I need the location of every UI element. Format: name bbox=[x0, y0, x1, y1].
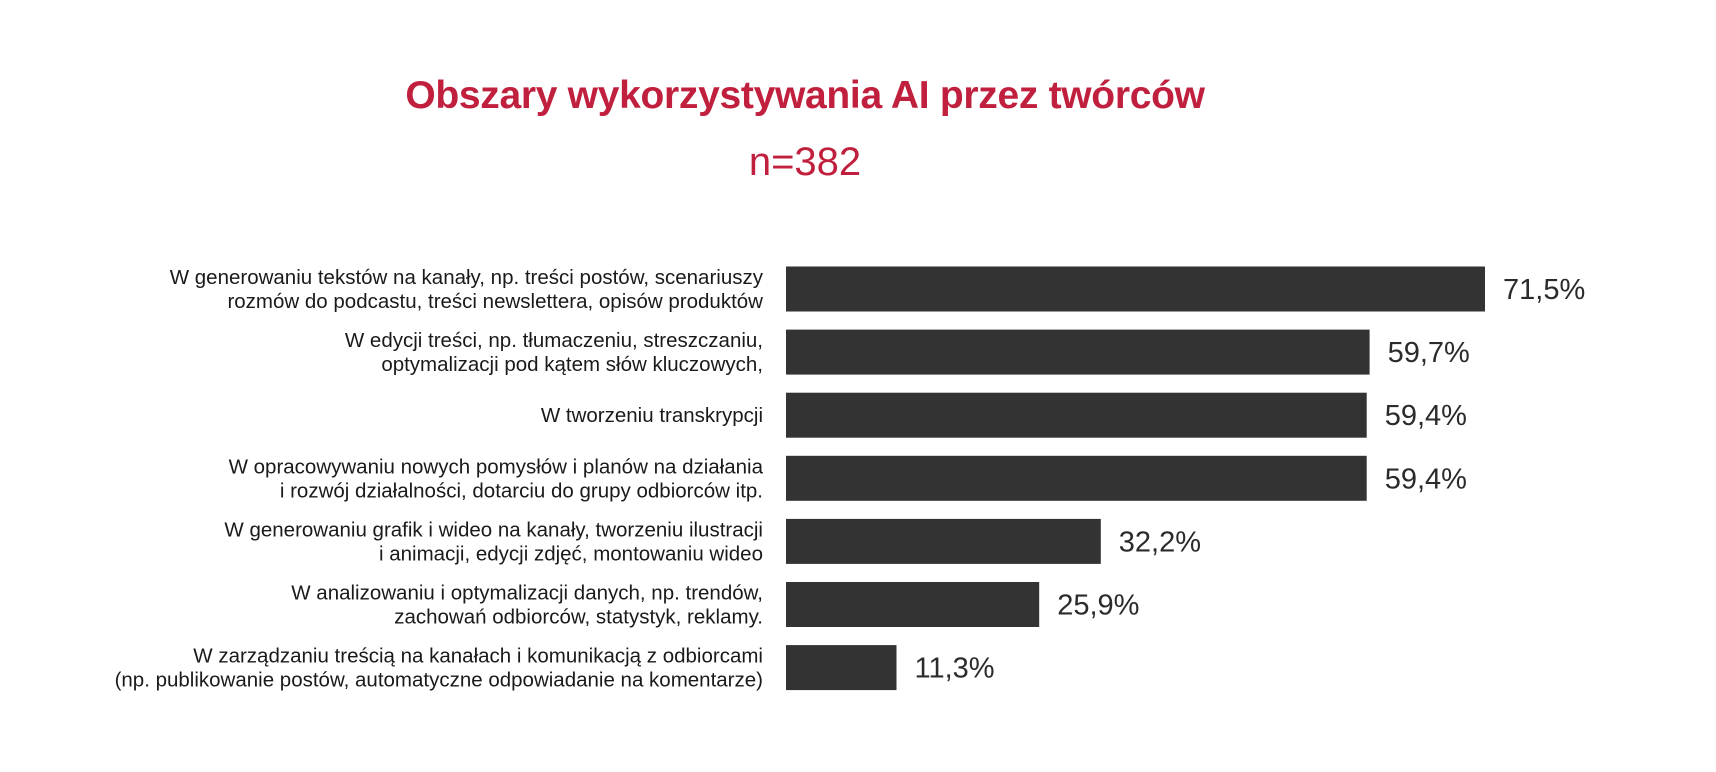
bar-6 bbox=[786, 645, 897, 691]
bar-value-label-3: 59,4% bbox=[1385, 463, 1467, 495]
bar-1 bbox=[786, 329, 1370, 375]
category-label-3-line-1: i rozwój działalności, dotarciu do grupy… bbox=[280, 479, 763, 502]
category-label-0-line-1: rozmów do podcastu, treści newslettera, … bbox=[227, 290, 763, 313]
bar-2 bbox=[786, 392, 1367, 438]
bar-value-label-0: 71,5% bbox=[1503, 274, 1585, 306]
category-label-1-line-0: W edycji treści, np. tłumaczeniu, stresz… bbox=[345, 329, 763, 352]
bar-value-label-5: 25,9% bbox=[1057, 590, 1139, 622]
category-label-3-line-0: W opracowywaniu nowych pomysłów i planów… bbox=[229, 455, 764, 478]
bar-value-label-2: 59,4% bbox=[1385, 400, 1467, 432]
category-label-5-line-0: W analizowaniu i optymalizacji danych, n… bbox=[291, 582, 763, 605]
category-label-0-line-0: W generowaniu tekstów na kanały, np. tre… bbox=[170, 266, 764, 289]
chart-subtitle: n=382 bbox=[748, 140, 862, 184]
category-label-4-line-0: W generowaniu grafik i wideo na kanały, … bbox=[224, 518, 763, 541]
category-label-4-line-1: i animacji, edycji zdjęć, montowaniu wid… bbox=[379, 542, 763, 565]
bar-value-label-6: 11,3% bbox=[915, 653, 995, 685]
bar-value-label-1: 59,7% bbox=[1388, 337, 1470, 369]
chart-title: Obszary wykorzystywania AI przez twórców bbox=[405, 74, 1205, 117]
bar-value-label-4: 32,2% bbox=[1119, 526, 1201, 558]
category-label-6-line-0: W zarządzaniu treścią na kanałach i komu… bbox=[193, 645, 763, 668]
category-label-1-line-1: optymalizacji pod kątem słów kluczowych, bbox=[381, 353, 763, 376]
bar-0 bbox=[786, 266, 1485, 312]
category-label-5-line-1: zachowań odbiorców, statystyk, reklamy. bbox=[394, 606, 763, 629]
category-label-6-line-1: (np. publikowanie postów, automatyczne o… bbox=[115, 669, 763, 692]
category-label-2-line-0: W tworzeniu transkrypcji bbox=[541, 404, 763, 427]
bar-3 bbox=[786, 455, 1367, 501]
bar-5 bbox=[786, 582, 1040, 627]
bar-4 bbox=[786, 518, 1101, 564]
